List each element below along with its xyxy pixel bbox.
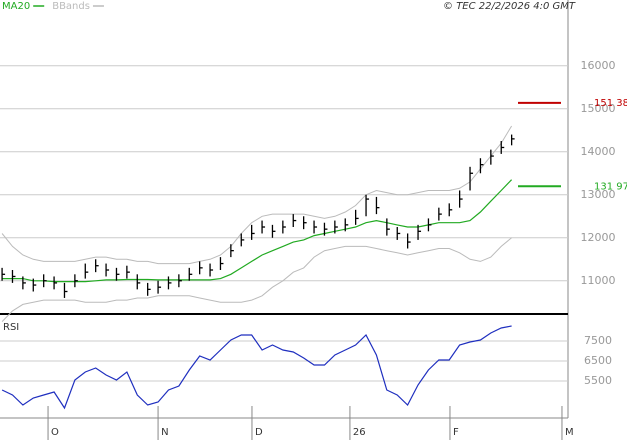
panel-title: RSI bbox=[3, 322, 19, 333]
legend-label: MA20 bbox=[2, 1, 30, 12]
y-tick-label: 7500 bbox=[584, 334, 612, 347]
level-label: 151 38 bbox=[594, 98, 627, 109]
rsi-line bbox=[1, 325, 512, 410]
level-label: 131 97 bbox=[594, 181, 627, 192]
x-tick-label: M bbox=[565, 427, 574, 438]
y-tick-label: 5500 bbox=[584, 374, 612, 387]
y-tick-label: 16000 bbox=[581, 59, 616, 72]
x-tick-label: O bbox=[51, 427, 59, 438]
bband-upper bbox=[1, 125, 513, 265]
ma20-line bbox=[2, 179, 513, 283]
x-tick-label: 26 bbox=[353, 427, 366, 438]
y-tick-label: 15000 bbox=[581, 102, 616, 115]
y-tick-label: 12000 bbox=[581, 231, 616, 244]
bband-lower bbox=[1, 237, 512, 322]
y-tick-label: 13000 bbox=[581, 188, 616, 201]
y-tick-label: 14000 bbox=[581, 145, 616, 158]
x-tick-label: D bbox=[255, 427, 263, 438]
source: © TEC 22/2/2026 4:0 GMT bbox=[443, 1, 576, 12]
x-tick-label: N bbox=[161, 427, 168, 438]
y-tick-label: 11000 bbox=[581, 274, 616, 287]
legend-label: BBands bbox=[52, 1, 90, 12]
y-tick-label: 6500 bbox=[584, 354, 612, 367]
x-tick-label: F bbox=[453, 427, 459, 438]
